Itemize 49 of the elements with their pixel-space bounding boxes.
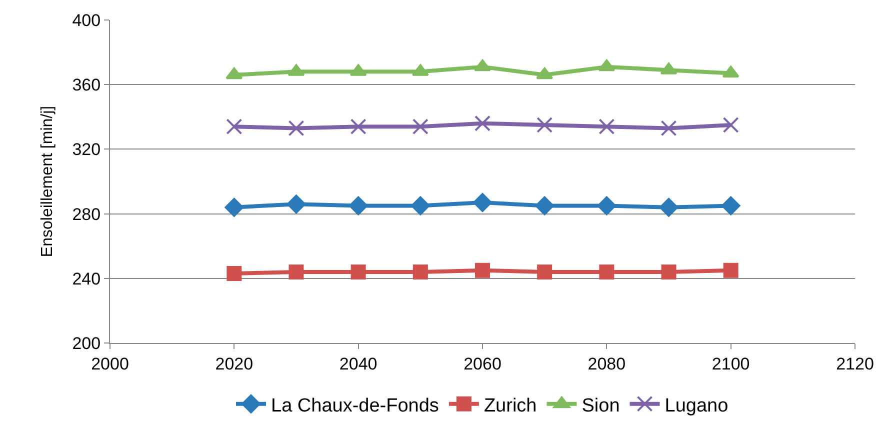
point: [721, 196, 740, 216]
y-tick-label: 400: [72, 10, 101, 30]
point: [722, 116, 739, 133]
y-tick-label: 240: [72, 269, 101, 288]
legend-label: Zurich: [484, 395, 537, 416]
point: [475, 262, 490, 278]
x-tick-label: 2060: [464, 354, 502, 374]
point: [536, 116, 553, 133]
point: [288, 120, 304, 136]
point: [226, 67, 243, 80]
point: [723, 262, 738, 278]
point: [350, 264, 366, 280]
point: [286, 194, 306, 214]
point: [597, 196, 616, 216]
point: [288, 264, 304, 280]
point: [598, 59, 616, 72]
point: [474, 115, 490, 132]
x-tick-label: 2040: [339, 354, 378, 374]
point: [412, 264, 428, 280]
x-tick-label: 2000: [91, 354, 129, 374]
point: [722, 66, 740, 78]
legend-label: Sion: [582, 395, 620, 416]
legend-label: Lugano: [664, 395, 728, 416]
y-tick-label: 320: [72, 140, 101, 160]
x-tick-label: 2080: [588, 354, 626, 374]
y-axis-title: Ensoleillement [min/j]: [39, 106, 56, 258]
y-tick-label: 200: [72, 334, 101, 353]
point: [348, 196, 368, 216]
x-tick-label: 2120: [836, 354, 874, 374]
point: [537, 264, 552, 280]
point: [536, 67, 554, 80]
point: [226, 118, 242, 135]
legend-label: La Chaux-de-Fonds: [271, 395, 439, 416]
point: [412, 118, 428, 135]
point: [535, 196, 554, 216]
y-tick-label: 360: [72, 76, 101, 95]
point: [599, 264, 614, 280]
point: [224, 198, 244, 217]
point: [659, 198, 678, 217]
point: [350, 118, 366, 135]
x-tick-label: 2100: [712, 354, 750, 374]
point: [660, 120, 677, 136]
y-tick-label: 280: [72, 204, 101, 224]
point: [661, 264, 676, 280]
x-tick-label: 2020: [215, 354, 254, 374]
point: [410, 196, 430, 216]
point: [598, 118, 615, 135]
point: [226, 266, 242, 282]
point: [473, 193, 492, 212]
